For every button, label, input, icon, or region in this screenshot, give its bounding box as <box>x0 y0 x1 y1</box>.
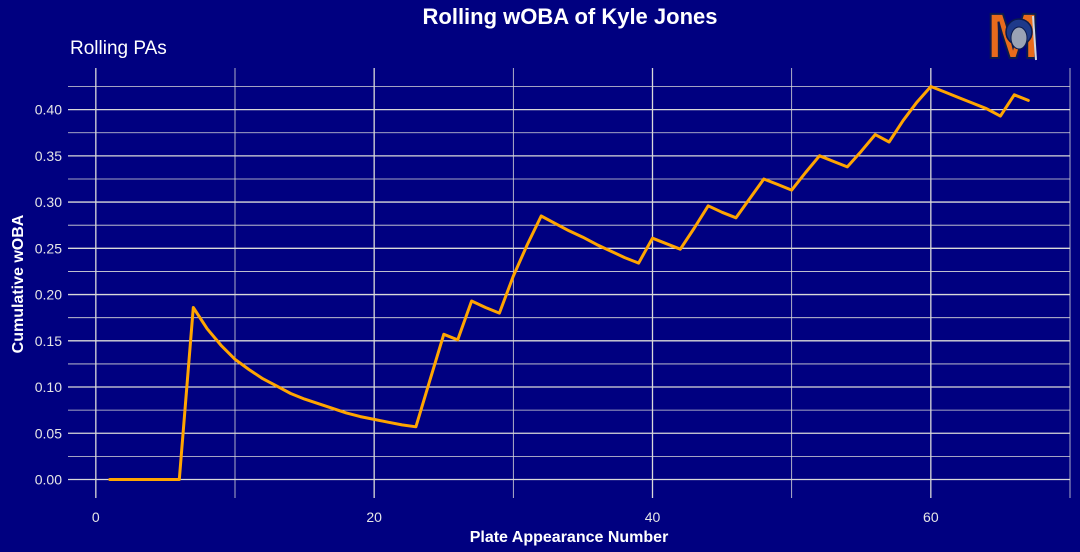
chart-title: Rolling wOBA of Kyle Jones <box>422 4 718 29</box>
y-tick-label: 0.30 <box>35 194 62 210</box>
y-tick-label: 0.40 <box>35 102 62 118</box>
y-tick-label: 0.20 <box>35 287 62 303</box>
tick-labels: 0 20 40 60 0.00 0.05 0.10 0.15 0.20 0.25 0.30 0.35 0… <box>35 102 939 525</box>
y-tick-label: 0.00 <box>35 472 62 488</box>
x-tick-label: 20 <box>366 509 382 525</box>
y-tick-label: 0.25 <box>35 240 62 256</box>
x-tick-label: 60 <box>923 509 939 525</box>
y-tick-label: 0.05 <box>35 425 62 441</box>
y-tick-label: 0.15 <box>35 333 62 349</box>
x-tick-label: 40 <box>645 509 661 525</box>
y-tick-label: 0.10 <box>35 379 62 395</box>
x-tick-label: 0 <box>92 509 100 525</box>
chart-subtitle: Rolling PAs <box>70 38 167 59</box>
y-axis-title: Cumulative wOBA <box>10 214 27 353</box>
series-line <box>108 85 1030 481</box>
team-logo: M <box>985 2 1040 64</box>
grid-lines <box>68 68 1071 498</box>
y-tick-label: 0.35 <box>35 148 62 164</box>
x-axis-title: Plate Appearance Number <box>470 529 669 546</box>
